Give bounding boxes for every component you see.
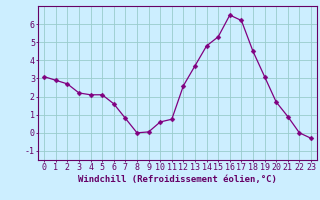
X-axis label: Windchill (Refroidissement éolien,°C): Windchill (Refroidissement éolien,°C) [78,175,277,184]
